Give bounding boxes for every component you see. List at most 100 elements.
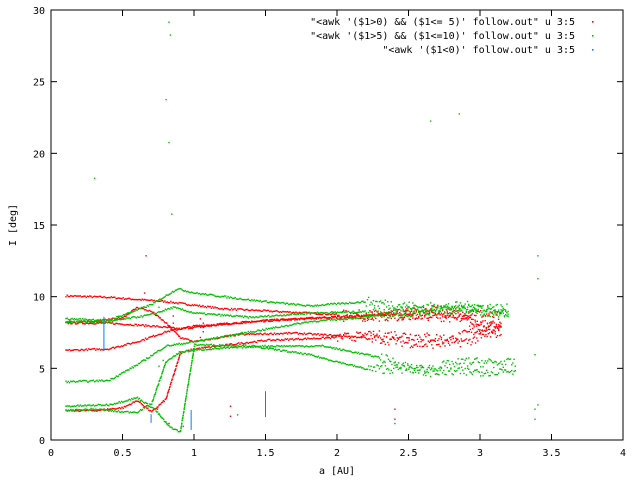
data-point — [272, 347, 274, 350]
data-point — [371, 338, 373, 340]
data-point — [493, 316, 495, 319]
data-point — [351, 352, 354, 354]
data-point — [250, 309, 252, 312]
data-point — [179, 308, 181, 310]
data-point — [76, 405, 78, 407]
data-point — [483, 325, 485, 327]
data-point — [365, 305, 367, 307]
data-point — [234, 315, 236, 317]
data-point — [281, 311, 283, 313]
data-point — [272, 315, 274, 317]
data-point — [332, 316, 334, 318]
data-point — [208, 325, 210, 327]
data-point — [145, 402, 148, 404]
data-point — [390, 369, 392, 372]
data-point — [371, 316, 373, 318]
data-point — [190, 366, 192, 369]
y-tick-label: 30 — [33, 6, 45, 17]
data-point — [483, 333, 485, 336]
data-point — [240, 333, 242, 335]
data-point — [433, 370, 435, 372]
data-point — [341, 316, 344, 318]
data-point — [418, 316, 420, 318]
data-point — [289, 344, 291, 347]
data-point — [301, 312, 303, 314]
data-point — [251, 333, 253, 335]
data-point — [302, 338, 304, 341]
data-point — [139, 316, 141, 318]
data-point — [358, 366, 360, 368]
data-point — [93, 409, 96, 411]
data-point — [188, 378, 190, 380]
data-point — [493, 326, 495, 328]
data-point — [170, 426, 172, 428]
data-point — [158, 365, 160, 367]
data-point — [245, 333, 247, 336]
data-point — [410, 345, 413, 347]
data-point — [222, 344, 224, 347]
data-point — [265, 300, 267, 302]
data-point — [258, 333, 260, 335]
data-point — [229, 334, 232, 336]
data-point — [242, 321, 245, 324]
data-point — [263, 300, 265, 302]
data-point — [414, 309, 416, 311]
data-point — [269, 316, 271, 318]
data-point — [427, 319, 429, 322]
data-point — [133, 411, 135, 413]
data-point — [376, 364, 378, 366]
data-point — [236, 414, 239, 416]
data-point — [307, 346, 309, 348]
data-point — [123, 401, 125, 403]
data-point — [165, 331, 167, 334]
data-point — [468, 311, 470, 313]
data-point — [265, 346, 267, 348]
data-point — [393, 337, 395, 340]
data-point — [343, 318, 345, 320]
data-point — [99, 295, 102, 298]
data-point — [348, 350, 350, 352]
data-point — [468, 330, 470, 333]
data-point — [301, 322, 303, 324]
data-point — [352, 336, 354, 338]
data-point — [434, 306, 437, 309]
data-point — [225, 315, 227, 317]
data-point — [115, 375, 117, 377]
data-point — [511, 369, 513, 372]
data-point — [165, 345, 167, 347]
data-point — [452, 314, 454, 316]
data-point — [356, 312, 358, 314]
data-point — [267, 333, 270, 336]
data-point — [316, 304, 319, 306]
data-point — [501, 369, 503, 371]
data-point — [85, 321, 87, 323]
data-point — [175, 289, 178, 291]
data-point — [96, 322, 98, 324]
data-point — [347, 335, 350, 338]
data-point — [450, 367, 452, 369]
data-point — [236, 322, 239, 324]
data-point — [238, 333, 240, 335]
data-point — [246, 321, 248, 323]
data-point — [281, 332, 283, 335]
data-point — [480, 375, 482, 377]
data-point — [110, 322, 112, 324]
data-point — [408, 306, 410, 308]
data-point — [92, 323, 95, 325]
data-point — [295, 338, 297, 340]
data-point — [92, 321, 95, 323]
data-point — [468, 312, 470, 315]
data-point — [352, 312, 354, 315]
data-point — [156, 314, 159, 317]
data-point — [402, 317, 404, 319]
data-point — [276, 349, 278, 351]
data-point — [537, 278, 539, 280]
data-point — [182, 425, 184, 428]
data-point — [186, 291, 188, 293]
data-point — [70, 295, 72, 297]
data-point — [129, 318, 132, 320]
data-point — [500, 326, 502, 328]
data-point — [264, 309, 266, 311]
data-point — [68, 410, 71, 412]
data-point — [405, 368, 408, 370]
